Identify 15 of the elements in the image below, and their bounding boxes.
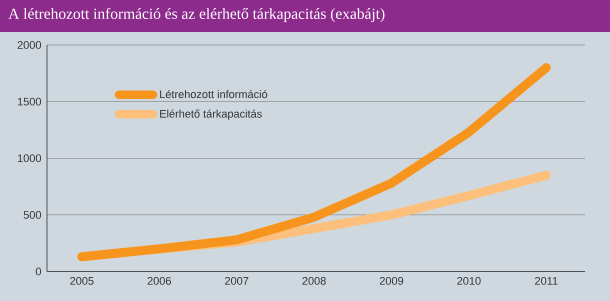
x-tick-label: 2008 xyxy=(302,277,326,285)
x-tick-label: 2006 xyxy=(148,277,171,285)
legend-label: Létrehozott információ xyxy=(160,90,268,98)
x-tick-label: 2005 xyxy=(70,277,94,285)
y-tick-label: 2000 xyxy=(18,41,42,49)
y-tick-label: 0 xyxy=(36,268,42,276)
x-tick-label: 2007 xyxy=(225,277,248,285)
y-tick-label: 1000 xyxy=(18,154,42,162)
y-tick-label: 1500 xyxy=(18,98,42,106)
x-tick-label: 2011 xyxy=(535,277,558,285)
chart-title: A létrehozott információ és az elérhető tárkapacitás (exabájt) xyxy=(8,8,384,22)
x-tick-label: 2009 xyxy=(380,277,404,285)
x-tick-label: 2010 xyxy=(457,277,481,285)
legend-label: Elérhető tárkapacitás xyxy=(160,110,262,120)
y-tick-label: 500 xyxy=(24,211,42,219)
